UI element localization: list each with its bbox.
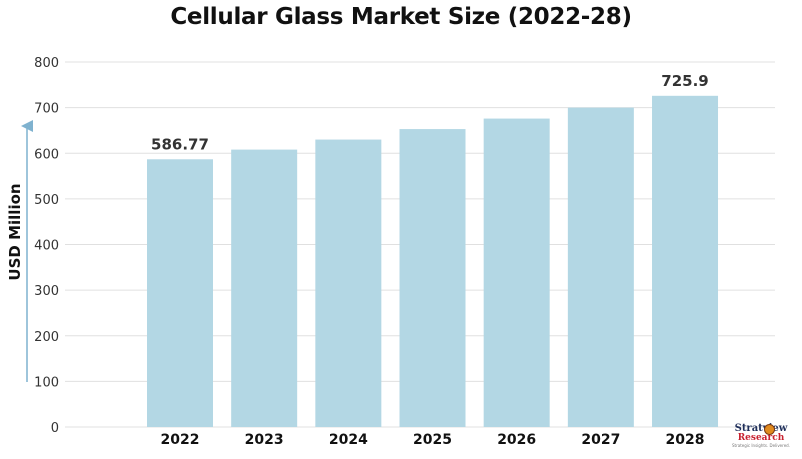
- bar-2023: [231, 149, 298, 427]
- bar-2028: [652, 95, 719, 427]
- chart-title: Cellular Glass Market Size (2022-28): [170, 4, 632, 30]
- x-tick-label: 2022: [161, 432, 200, 448]
- y-tick-label: 800: [34, 56, 59, 71]
- logo-tagline: Strategic Insights. Delivered.: [732, 443, 790, 448]
- x-tick-label: 2023: [245, 432, 284, 448]
- data-label-2022: 586.77: [151, 135, 209, 153]
- y-tick-label: 400: [34, 239, 59, 254]
- y-tick-label: 600: [34, 147, 59, 162]
- y-tick-label: 0: [51, 421, 59, 436]
- y-tick-label: 200: [34, 330, 59, 345]
- y-tick-label: 300: [34, 284, 59, 299]
- x-tick-label: 2028: [666, 432, 705, 448]
- stratview-logo: Stratview Research Strategic Insights. D…: [726, 424, 796, 448]
- x-tick-label: 2027: [581, 432, 620, 448]
- y-tick-labels: 0 100 200 300 400 500 600 700 800: [34, 56, 59, 436]
- x-tick-label: 2026: [497, 432, 536, 448]
- bar-2027: [567, 107, 634, 427]
- y-tick-label: 100: [34, 375, 59, 390]
- x-tick-label: 2025: [413, 432, 452, 448]
- data-label-2028: 725.9: [661, 72, 708, 90]
- bar-2026: [483, 118, 550, 427]
- x-tick-label: 2024: [329, 432, 368, 448]
- data-labels: 586.77 725.9: [151, 72, 709, 153]
- logo-line1: Stratview: [734, 423, 788, 434]
- bar-2022: [147, 159, 213, 427]
- magnifier-icon: [764, 424, 775, 435]
- logo-line2: Research: [737, 433, 785, 443]
- bar-2025: [399, 129, 466, 427]
- y-tick-label: 700: [34, 102, 59, 117]
- y-tick-label: 500: [34, 193, 59, 208]
- bars: [147, 95, 719, 427]
- x-tick-labels: 2022 2023 2024 2025 2026 2027 2028: [161, 432, 705, 448]
- bar-2024: [315, 139, 382, 427]
